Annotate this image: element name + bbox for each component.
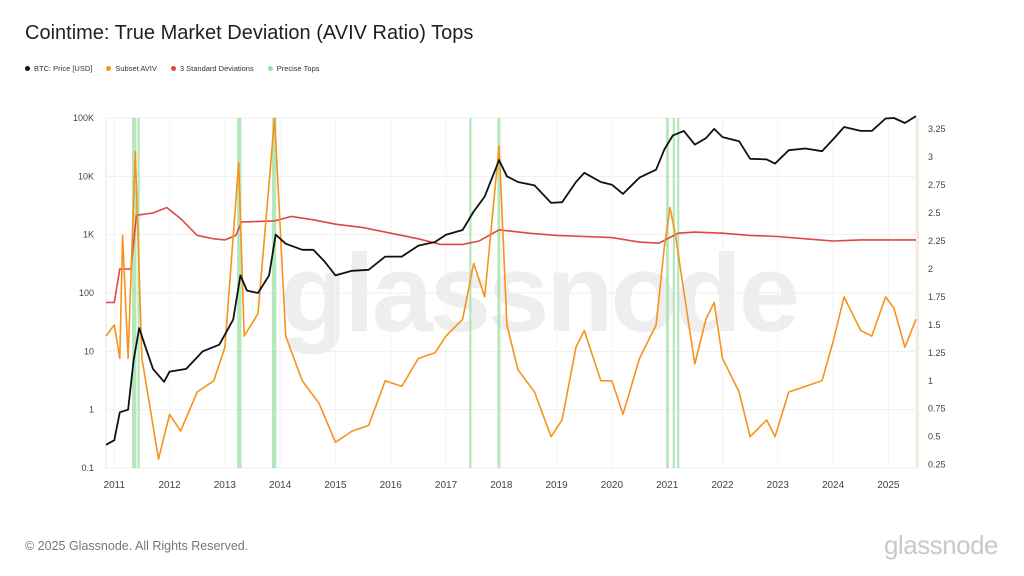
copyright-footer: © 2025 Glassnode. All Rights Reserved. (25, 539, 249, 553)
x-tick-label: 2019 (545, 480, 568, 491)
y-left-tick-label: 100K (73, 113, 94, 123)
legend-marker-price (25, 66, 30, 71)
x-tick-label: 2012 (158, 480, 181, 491)
legend-marker-aviv (106, 66, 112, 71)
y-right-tick-label: 2 (928, 264, 933, 274)
precise-top-band (497, 118, 501, 468)
x-tick-label: 2011 (104, 480, 126, 491)
y-right-tick-label: 0.25 (928, 460, 946, 470)
x-tick-label: 2018 (490, 480, 513, 491)
y-right-tick-label: 1.25 (928, 348, 946, 358)
y-right-tick-label: 1.75 (928, 292, 946, 302)
btc-price-line (105, 115, 917, 446)
y-right-tick-label: 0.75 (928, 404, 946, 414)
x-tick-label: 2016 (380, 480, 403, 491)
y-right-tick-label: 3.25 (928, 124, 946, 134)
x-tick-label: 2021 (656, 480, 679, 491)
precise-top-band (677, 118, 680, 468)
precise-top-band (237, 118, 242, 468)
precise-top-band (672, 118, 675, 468)
precise-top-band (666, 118, 669, 468)
y-right-tick-label: 3 (928, 152, 933, 162)
precise-top-band (131, 118, 137, 468)
y-right-tick-label: 1 (928, 376, 933, 386)
y-left-tick-label: 10 (84, 346, 94, 356)
legend-marker-std (170, 66, 176, 71)
y-left-tick-label: 1K (83, 230, 94, 240)
precise-top-band (137, 118, 140, 468)
precise-top-band (271, 118, 277, 468)
x-tick-label: 2015 (324, 480, 347, 491)
chart-title: Cointime: True Market Deviation (AVIV Ra… (25, 22, 474, 44)
y-right-tick-label: 2.75 (928, 180, 946, 190)
legend-item-std[interactable]: 3 Standard Deviations (170, 64, 254, 73)
std-deviation-line (106, 206, 916, 304)
y-right-tick-label: 2.5 (928, 208, 941, 218)
x-tick-label: 2017 (435, 480, 458, 491)
legend-marker-tops (267, 66, 273, 71)
y-right-tick-label: 1.5 (928, 320, 941, 330)
legend-label-std: 3 Standard Deviations (179, 64, 254, 73)
x-tick-label: 2013 (214, 480, 237, 491)
x-tick-label: 2025 (877, 480, 900, 491)
y-right-tick-label: 0.5 (928, 432, 941, 442)
y-left-tick-label: 100 (79, 288, 94, 298)
x-tick-label: 2022 (711, 480, 734, 491)
legend-item-tops[interactable]: Precise Tops (267, 64, 320, 73)
x-tick-label: 2020 (601, 480, 624, 491)
x-tick-label: 2024 (822, 480, 845, 491)
x-tick-label: 2014 (269, 480, 292, 491)
legend-label-price: BTC: Price [USD] (34, 64, 93, 73)
precise-top-band (469, 118, 472, 468)
y-right-tick-label: 2.25 (928, 236, 946, 246)
y-left-tick-label: 1 (89, 405, 94, 415)
legend: BTC: Price [USD] Subset AVIV 3 Standard … (25, 64, 320, 73)
y-left-tick-label: 0.1 (81, 463, 94, 473)
legend-label-aviv: Subset AVIV (115, 64, 157, 73)
glassnode-logo: glassnode (883, 530, 999, 560)
legend-label-tops: Precise Tops (276, 64, 320, 73)
x-tick-label: 2023 (767, 480, 790, 491)
legend-item-aviv[interactable]: Subset AVIV (106, 64, 157, 73)
subset-aviv-line (105, 117, 917, 460)
legend-item-price[interactable]: BTC: Price [USD] (25, 64, 92, 73)
y-left-tick-label: 10K (78, 171, 94, 181)
